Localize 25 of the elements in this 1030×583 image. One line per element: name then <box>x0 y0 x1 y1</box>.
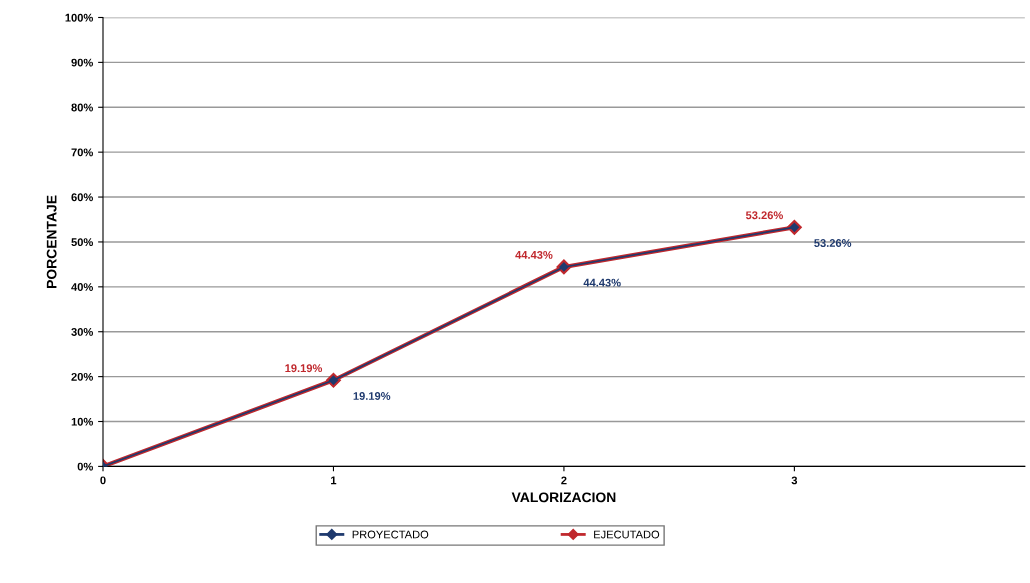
y-tick-label: 30% <box>71 327 93 336</box>
x-tick-label: 0 <box>100 476 106 485</box>
y-tick-label: 40% <box>71 283 93 291</box>
y-tick-label: 0% <box>77 462 93 471</box>
y-axis-title: PORCENTAJE <box>46 195 57 288</box>
data-label: 53.26% <box>814 239 852 247</box>
y-tick-label: 80% <box>71 103 93 112</box>
y-tick-label: 20% <box>71 372 93 381</box>
x-tick-label: 2 <box>561 476 567 485</box>
x-tick-label: 1 <box>331 476 337 485</box>
y-tick-label: 10% <box>71 417 93 426</box>
y-tick-label: 90% <box>71 58 93 67</box>
data-label: 44.43% <box>515 250 553 259</box>
y-tick-label: 100% <box>65 13 93 22</box>
legend-label: PROYECTADO <box>352 530 429 539</box>
data-label: 19.19% <box>353 392 391 400</box>
y-tick-label: 60% <box>71 193 93 202</box>
data-label: 19.19% <box>285 364 323 373</box>
y-tick-label: 70% <box>71 148 93 157</box>
data-label: 53.26% <box>745 211 783 220</box>
legend-label: EJECUTADO <box>594 530 660 539</box>
y-tick-label: 50% <box>71 238 93 247</box>
x-axis-title: VALORIZACION <box>511 492 616 503</box>
data-label: 44.43% <box>583 278 621 287</box>
x-tick-label: 3 <box>791 476 798 485</box>
